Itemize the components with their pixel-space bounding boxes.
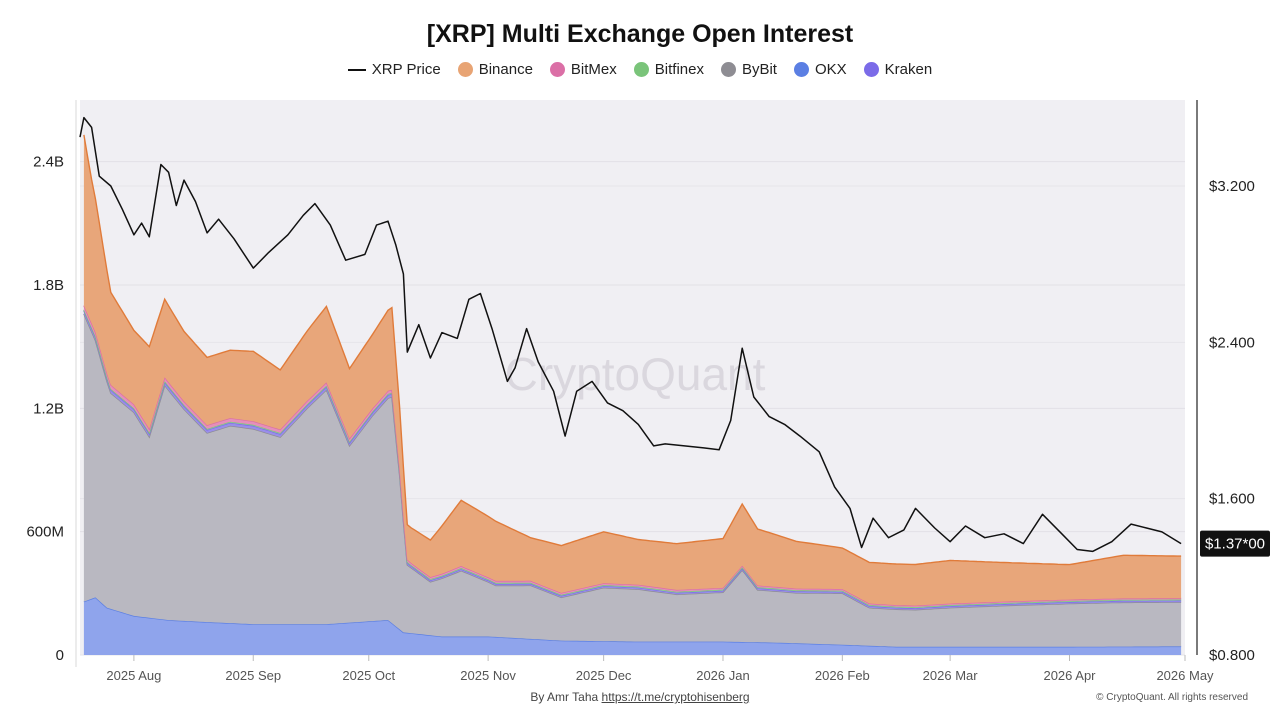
area-binance [83,134,1182,606]
legend-label: ByBit [741,61,777,78]
watermark: CryptoQuant [505,348,766,400]
legend-item-okx[interactable]: OKX [793,61,847,78]
y-right-tick-label: $0.800 [1209,647,1255,664]
area-bybit [83,313,1182,647]
x-tick-label: 2026 Mar [923,668,979,683]
y-left-tick-label: 600M [26,524,64,541]
credit-author: By Amr Taha [530,690,599,704]
legend-item-bybit[interactable]: ByBit [720,61,777,78]
legend-swatch [633,62,649,77]
footer-credit: By Amr Taha https://t.me/cryptohisenberg [0,690,1280,704]
legend-label: Binance [478,61,533,78]
y-left-tick-label: 0 [56,647,64,664]
legend-swatch [720,62,736,77]
x-tick-label: 2026 May [1156,668,1214,683]
y-right-tick-label: $3.200 [1209,178,1255,195]
current-price-badge [1200,530,1270,557]
legend-item-xrp-price[interactable]: XRP Price [347,61,441,78]
area-edge-binance [83,134,1182,566]
chart-title: [XRP] Multi Exchange Open Interest [426,20,854,48]
legend-swatch [549,62,565,77]
credit-link[interactable]: https://t.me/cryptohisenberg [601,690,750,704]
x-tick-label: 2025 Dec [576,668,632,683]
chart-legend: XRP Price Binance BitMex Bitfinex ByBit OKX Kr… [0,61,1280,78]
legend-swatch [347,68,366,71]
legend-swatch [793,62,809,77]
legend-swatch [457,62,473,77]
x-tick-label: 2026 Feb [815,668,870,683]
x-tick-label: 2025 Oct [342,668,395,683]
legend-label: Kraken [884,61,933,78]
legend-item-bitmex[interactable]: BitMex [549,61,617,78]
xrp-price-line [79,116,1182,553]
y-left-tick-label: 1.2B [33,400,64,417]
legend-item-bitfinex[interactable]: Bitfinex [633,61,704,78]
legend-item-binance[interactable]: Binance [457,61,533,78]
footer-copyright: © CryptoQuant. All rights reserved [1096,692,1248,703]
x-tick-label: 2026 Apr [1043,668,1096,683]
x-tick-label: 2025 Aug [106,668,161,683]
area-okx [83,597,1182,655]
current-price-label: $1.37*00 [1205,536,1265,553]
y-left-tick-label: 2.4B [33,154,64,171]
legend-label: BitMex [570,61,617,78]
legend-swatch [863,62,879,77]
y-right-tick-label: $2.400 [1209,334,1255,351]
x-tick-label: 2025 Sep [225,668,281,683]
legend-item-kraken[interactable]: Kraken [863,61,933,78]
y-right-tick-label: $1.600 [1209,491,1255,508]
legend-label: OKX [814,61,847,78]
y-left-tick-label: 1.8B [33,277,64,294]
x-tick-label: 2025 Nov [460,668,516,683]
legend-label: XRP Price [371,61,441,78]
x-tick-label: 2026 Jan [696,668,750,683]
legend-label: Bitfinex [654,61,704,78]
